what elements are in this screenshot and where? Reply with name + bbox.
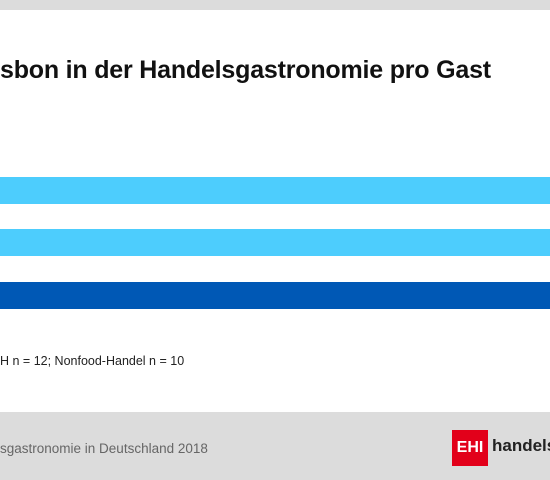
sample-note: H n = 12; Nonfood-Handel n = 10 [0, 354, 185, 368]
top-band [0, 0, 550, 10]
bar [0, 282, 550, 309]
logo-mark: EHI [452, 430, 488, 466]
chart-title: sbon in der Handelsgastronomie pro Gast [0, 56, 491, 84]
logo-text: handelsd [492, 436, 550, 455]
bar [0, 177, 550, 204]
bar [0, 229, 550, 256]
footer: sgastronomie in Deutschland 2018 EHI han… [0, 412, 550, 480]
source-text: sgastronomie in Deutschland 2018 [0, 441, 208, 456]
